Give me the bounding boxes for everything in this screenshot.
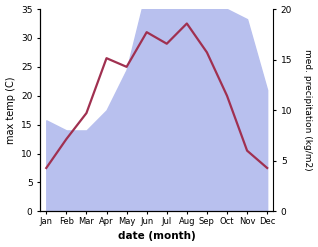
Y-axis label: med. precipitation (kg/m2): med. precipitation (kg/m2) [303, 49, 313, 171]
Y-axis label: max temp (C): max temp (C) [5, 76, 16, 144]
X-axis label: date (month): date (month) [118, 231, 196, 242]
